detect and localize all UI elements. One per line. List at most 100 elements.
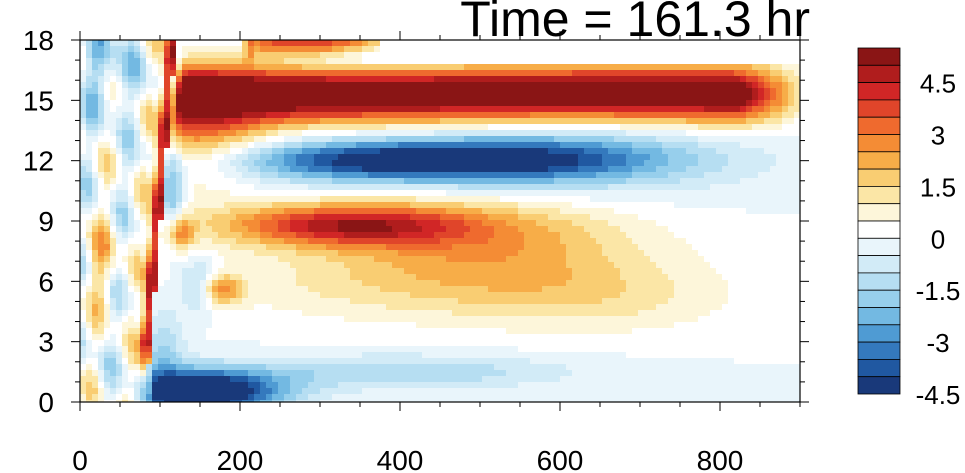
heat-cell-4981 xyxy=(446,286,453,293)
heat-cell-3925 xyxy=(590,232,597,239)
heat-cell-883 xyxy=(338,82,345,89)
heat-cell-4552 xyxy=(752,262,759,269)
heat-cell-3375 xyxy=(170,208,177,215)
heat-cell-3345 xyxy=(710,202,717,209)
heat-cell-805 xyxy=(590,76,597,83)
heat-cell-1044 xyxy=(584,88,591,95)
heat-cell-743 xyxy=(218,76,225,83)
heat-cell-1584 xyxy=(224,118,231,125)
heat-cell-1616 xyxy=(416,118,423,125)
heat-cell-2321 xyxy=(326,154,333,161)
heat-cell-4278 xyxy=(548,250,555,257)
heat-cell-3880 xyxy=(320,232,327,239)
heat-cell-2852 xyxy=(632,178,639,185)
heat-cell-3003 xyxy=(98,190,105,197)
heat-cell-3544 xyxy=(464,214,471,221)
heat-cell-1776 xyxy=(656,124,663,131)
heat-cell-2816 xyxy=(416,178,423,185)
heat-cell-2710 xyxy=(500,172,507,179)
heat-cell-4006 xyxy=(356,238,363,245)
heat-cell-1021 xyxy=(446,88,453,95)
heat-cell-496 xyxy=(176,64,183,71)
heat-cell-380 xyxy=(200,58,207,65)
heat-cell-3298 xyxy=(428,202,435,209)
heat-cell-2971 xyxy=(626,184,633,191)
heat-cell-1425 xyxy=(710,106,717,113)
heat-cell-4852 xyxy=(392,280,399,287)
heat-cell-553 xyxy=(518,64,525,71)
heat-cell-1469 xyxy=(254,112,261,119)
heat-cell-3221 xyxy=(686,196,693,203)
heat-cell-4007 xyxy=(362,238,369,245)
heat-cell-3993 xyxy=(278,238,285,245)
heat-cell-3127 xyxy=(122,196,129,203)
heat-cell-668 xyxy=(488,70,495,77)
heat-cell-409 xyxy=(374,58,381,65)
heat-cell-9 xyxy=(134,40,141,47)
heat-cell-2126 xyxy=(596,142,603,149)
heat-cell-2791 xyxy=(266,178,273,185)
heat-cell-573 xyxy=(638,64,645,71)
heat-cell-1516 xyxy=(536,112,543,119)
heat-cell-3963 xyxy=(98,238,105,245)
heat-cell-2878 xyxy=(788,178,795,185)
heat-cell-2119 xyxy=(554,142,561,149)
heat-cell-3535 xyxy=(410,214,417,221)
heat-cell-4543 xyxy=(698,262,705,269)
heat-cell-3919 xyxy=(554,232,561,239)
heat-cell-1691 xyxy=(146,124,153,131)
heat-cell-1837 xyxy=(302,130,309,137)
heat-cell-931 xyxy=(626,82,633,89)
heat-cell-4524 xyxy=(584,262,591,269)
heat-cell-1176 xyxy=(656,94,663,101)
heat-cell-2047 xyxy=(122,142,129,149)
heat-cell-3144 xyxy=(224,196,231,203)
heat-cell-1515 xyxy=(530,112,537,119)
heat-cell-139 xyxy=(194,46,201,53)
heat-cell-3769 xyxy=(374,226,381,233)
heat-cell-2980 xyxy=(680,184,687,191)
heat-cell-4810 xyxy=(140,280,147,287)
heat-cell-2234 xyxy=(524,148,531,155)
heat-cell-3216 xyxy=(656,196,663,203)
heat-cell-1407 xyxy=(602,106,609,113)
heat-cell-1029 xyxy=(494,88,501,95)
heat-cell-2420 xyxy=(200,160,207,167)
heat-cell-3799 xyxy=(554,226,561,233)
heat-cell-4466 xyxy=(236,262,243,269)
heat-cell-2452 xyxy=(392,160,399,167)
heat-cell-3368 xyxy=(128,208,135,215)
heat-cell-1241 xyxy=(326,100,333,107)
heat-cell-4319 xyxy=(794,250,800,257)
heat-cell-2708 xyxy=(488,172,495,179)
heat-cell-1796 xyxy=(776,124,783,131)
heat-cell-936 xyxy=(656,82,663,89)
heat-cell-4942 xyxy=(212,286,219,293)
heat-cell-4724 xyxy=(344,274,351,281)
heat-cell-1564 xyxy=(104,118,111,125)
heat-cell-1442 xyxy=(92,112,99,119)
heat-cell-2360 xyxy=(560,154,567,161)
heat-cell-3739 xyxy=(194,226,201,233)
heat-cell-4870 xyxy=(500,280,507,287)
heat-cell-2081 xyxy=(326,142,333,149)
heat-cell-4548 xyxy=(728,262,735,269)
heat-cell-4314 xyxy=(764,250,771,257)
heat-cell-2666 xyxy=(236,172,243,179)
heat-cell-3522 xyxy=(332,214,339,221)
heat-cell-4640 xyxy=(560,268,567,275)
heat-cell-3574 xyxy=(644,214,651,221)
heat-cell-2225 xyxy=(470,148,477,155)
heat-cell-2009 xyxy=(614,136,621,143)
heat-cell-3403 xyxy=(338,208,345,215)
heat-cell-594 xyxy=(764,64,771,71)
heat-cell-1488 xyxy=(368,112,375,119)
heat-cell-3197 xyxy=(542,196,549,203)
heat-cell-1770 xyxy=(620,124,627,131)
heat-cell-791 xyxy=(506,76,513,83)
heat-cell-4004 xyxy=(344,238,351,245)
heat-cell-981 xyxy=(206,88,213,95)
heat-cell-4118 xyxy=(308,244,315,251)
heat-cell-4094 xyxy=(164,244,171,251)
heat-cell-1348 xyxy=(248,106,255,113)
